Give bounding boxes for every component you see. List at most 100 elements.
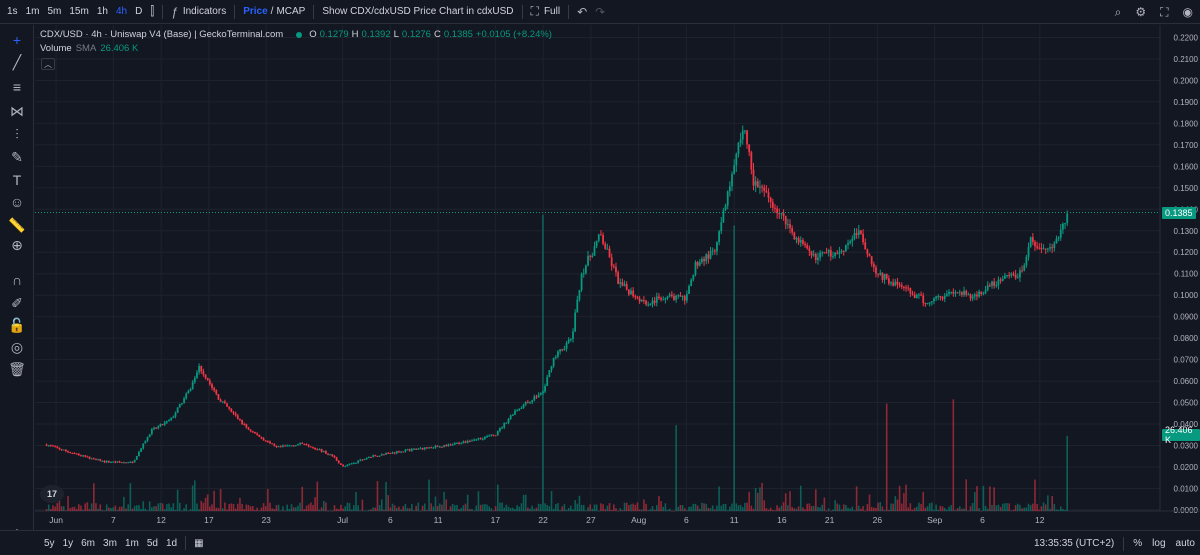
- candle-body: [1014, 274, 1017, 279]
- zoom-in-tool[interactable]: ⊕: [0, 235, 34, 255]
- magnet-tool[interactable]: ∩: [0, 270, 34, 290]
- crosshair-tool[interactable]: +: [0, 30, 34, 50]
- candle-body: [1031, 237, 1034, 242]
- fib-tool[interactable]: ≡: [0, 77, 34, 97]
- trend-line-tool[interactable]: ╱: [0, 52, 34, 72]
- volume-bar: [999, 507, 1002, 511]
- price-mcap-toggle[interactable]: Price / MCAP: [239, 0, 309, 24]
- settings-button[interactable]: ⚙: [1128, 0, 1153, 24]
- interval-1h[interactable]: 1h: [96, 6, 108, 17]
- candle-body: [443, 445, 445, 447]
- candle-body: [875, 267, 877, 274]
- candle-body: [980, 291, 983, 294]
- volume-bar: [894, 496, 897, 511]
- volume-bar: [542, 214, 544, 511]
- volume-bar: [767, 509, 770, 511]
- hide-drawings-tool[interactable]: ◎: [0, 337, 34, 357]
- fullscreen-toggle-button[interactable]: ⛶: [1153, 0, 1175, 24]
- candle-body: [322, 451, 325, 453]
- candle-body: [1003, 275, 1006, 279]
- remove-drawings-tool[interactable]: 🗑: [0, 359, 34, 379]
- x-tick-label: 12: [1035, 515, 1045, 525]
- volume-bar: [559, 510, 561, 511]
- interval-5m[interactable]: 5m: [47, 6, 62, 17]
- show-quote-chart-button[interactable]: Show CDX/cdxUSD Price Chart in cdxUSD: [322, 6, 514, 17]
- candle-body: [698, 262, 701, 266]
- range-5d[interactable]: 5d: [146, 537, 158, 549]
- candle-body: [739, 139, 742, 143]
- range-3m[interactable]: 3m: [103, 537, 117, 549]
- price-label[interactable]: Price: [243, 6, 268, 17]
- tradingview-logo[interactable]: 17: [40, 485, 64, 503]
- range-6m[interactable]: 6m: [81, 537, 96, 549]
- range-1d[interactable]: 1d: [165, 537, 178, 549]
- range-5y[interactable]: 5y: [44, 537, 55, 549]
- volume-bar: [488, 506, 490, 511]
- brush-tool[interactable]: ✎: [0, 147, 34, 167]
- volume-bar: [892, 503, 894, 511]
- candle-body: [125, 462, 127, 464]
- indicators-button[interactable]: ƒ Indicators: [167, 0, 230, 24]
- volume-bar: [875, 507, 877, 511]
- interval-15m[interactable]: 15m: [69, 6, 89, 17]
- auto-toggle[interactable]: auto: [1175, 538, 1195, 549]
- candle-body: [617, 272, 620, 284]
- candle-body: [342, 464, 344, 467]
- fullscreen-button[interactable]: ⛶ Full: [527, 0, 565, 24]
- lock-all-tool[interactable]: 🔓: [0, 315, 34, 335]
- interval-D[interactable]: D: [135, 6, 143, 17]
- symbol-title[interactable]: CDX/USD · 4h · Uniswap V4 (Base) | Gecko…: [40, 29, 284, 40]
- goto-date-button[interactable]: ▦: [190, 538, 207, 549]
- volume-bar: [464, 503, 467, 511]
- range-1y[interactable]: 1y: [62, 537, 74, 549]
- ruler-tool[interactable]: 📏: [0, 215, 34, 235]
- volume-bar: [941, 506, 944, 511]
- candle-body: [421, 448, 424, 450]
- volume-bar: [529, 508, 531, 511]
- undo-button[interactable]: ↶: [573, 0, 591, 24]
- emoji-tool[interactable]: ☺: [0, 192, 34, 212]
- candle-body: [165, 420, 168, 423]
- volume-label[interactable]: Volume: [40, 43, 72, 54]
- candle-style-button[interactable]: ⫿: [146, 0, 158, 24]
- volume-bar: [316, 481, 319, 511]
- lock-drawings-tool[interactable]: ✐: [0, 293, 34, 313]
- interval-1s[interactable]: 1s: [7, 6, 18, 17]
- range-1m[interactable]: 1m: [124, 537, 139, 549]
- chart-canvas[interactable]: 0.2200 0.2100 0.2000 0.1900 0.1800 0.1700 0.16…: [35, 25, 1200, 530]
- volume-bar: [95, 503, 97, 511]
- volume-bar: [939, 505, 942, 511]
- quick-search-button[interactable]: ⌕: [1108, 0, 1129, 24]
- legend-collapse-button[interactable]: ︿: [41, 58, 55, 70]
- candle-body: [752, 169, 755, 186]
- mcap-label[interactable]: MCAP: [276, 6, 306, 17]
- volume-bar: [522, 494, 525, 511]
- y-tick-label: 0.0800: [1174, 334, 1199, 343]
- smiley-icon: ☺: [9, 194, 25, 210]
- candle-body: [677, 295, 680, 297]
- volume-bar: [325, 502, 327, 511]
- candle-body: [965, 290, 968, 295]
- volume-bar: [533, 508, 536, 511]
- redo-button[interactable]: ↷: [591, 0, 609, 24]
- volume-bar: [206, 494, 209, 511]
- volume-bar: [486, 504, 488, 511]
- candle-body: [703, 258, 705, 262]
- candle-body: [600, 234, 602, 236]
- interval-1m[interactable]: 1m: [25, 6, 40, 17]
- volume-bar: [714, 509, 716, 511]
- snapshot-button[interactable]: ◉: [1176, 0, 1200, 24]
- log-toggle[interactable]: log: [1152, 538, 1166, 549]
- candle-body: [1051, 247, 1054, 249]
- chart-pane[interactable]: 0.2200 0.2100 0.2000 0.1900 0.1800 0.1700 0.16…: [35, 25, 1200, 530]
- interval-4h[interactable]: 4h: [115, 6, 128, 17]
- prediction-tool[interactable]: ⫶: [0, 124, 34, 144]
- clock-display[interactable]: 13:35:35 (UTC+2): [1033, 538, 1115, 549]
- text-icon: T: [12, 172, 22, 188]
- pattern-tool[interactable]: ⋈: [0, 101, 34, 121]
- low-value: 0.1276: [401, 29, 431, 40]
- candle-body: [567, 339, 570, 343]
- candle-body: [928, 302, 931, 304]
- text-tool[interactable]: T: [0, 170, 34, 190]
- percent-toggle[interactable]: %: [1133, 538, 1143, 549]
